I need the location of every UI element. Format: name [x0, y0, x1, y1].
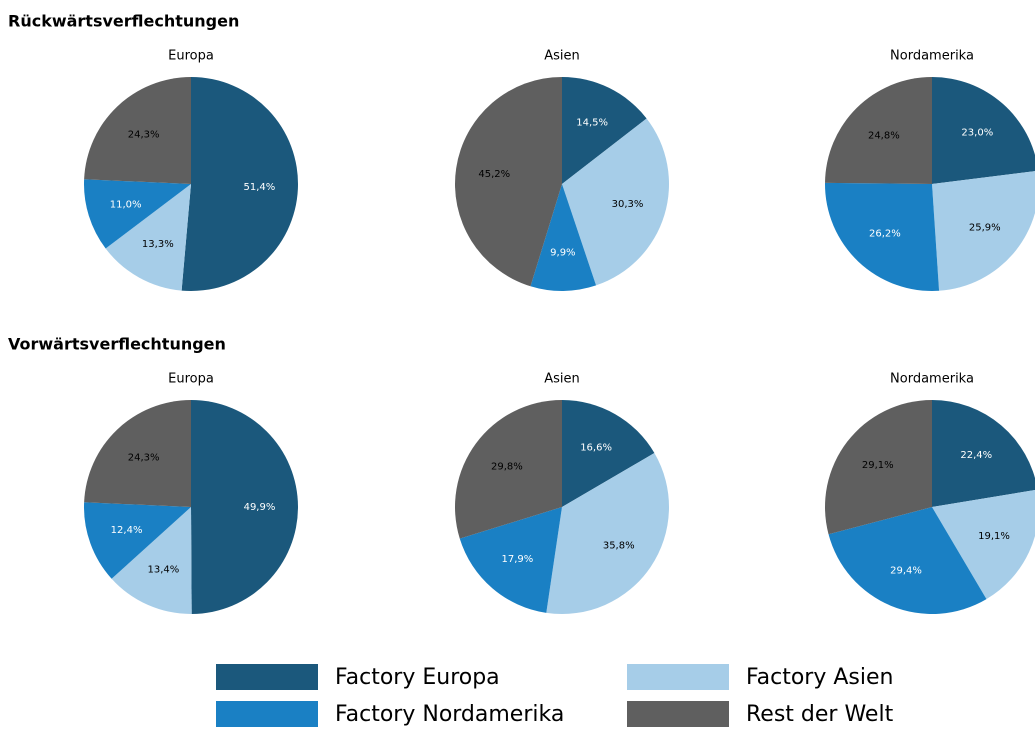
pie-slice — [84, 502, 191, 579]
pie-slice — [825, 77, 932, 184]
section-title: Vorwärtsverflechtungen — [8, 335, 226, 354]
data-label: 23,0% — [961, 128, 993, 139]
data-label: 29,4% — [890, 565, 922, 576]
chart-title: Asien — [544, 49, 580, 64]
data-label: 11,0% — [110, 199, 142, 210]
legend-swatch — [627, 701, 729, 727]
data-label: 29,8% — [491, 461, 523, 472]
data-label: 22,4% — [960, 450, 992, 461]
data-label: 12,4% — [111, 525, 143, 536]
data-label: 51,4% — [244, 182, 276, 193]
pie-slice — [932, 400, 1035, 507]
chart-title: Nordamerika — [890, 372, 974, 387]
data-label: 24,3% — [128, 453, 160, 464]
pie-slice — [825, 182, 940, 291]
pie-slice — [932, 77, 1035, 184]
data-label: 49,9% — [244, 502, 276, 513]
data-label: 45,2% — [478, 169, 510, 180]
legend-swatch — [216, 664, 318, 690]
chart-title: Europa — [168, 372, 214, 387]
data-label: 26,2% — [869, 229, 901, 240]
legend-label: Factory Asien — [746, 665, 893, 690]
chart-title: Nordamerika — [890, 49, 974, 64]
pie-slice — [546, 453, 669, 614]
chart-title: Asien — [544, 372, 580, 387]
pie-slice — [562, 400, 655, 507]
pie-slice — [932, 490, 1035, 600]
data-label: 17,9% — [502, 554, 534, 565]
pie-slice — [111, 507, 192, 614]
pie-slice — [825, 399, 932, 535]
pie-slice — [105, 184, 191, 291]
pie-slice — [828, 507, 987, 614]
legend-label: Factory Nordamerika — [335, 702, 564, 727]
chart-title: Europa — [168, 49, 214, 64]
pie-slice — [562, 77, 647, 184]
data-label: 29,1% — [862, 460, 894, 471]
legend-swatch — [216, 701, 318, 727]
data-label: 25,9% — [969, 223, 1001, 234]
legend-swatch — [627, 664, 729, 690]
pie-slice — [84, 77, 191, 184]
data-label: 16,6% — [580, 443, 612, 454]
pie-slice — [459, 507, 562, 613]
section-title: Rückwärtsverflechtungen — [8, 12, 239, 31]
pie-slice — [191, 400, 298, 614]
legend-label: Factory Europa — [335, 665, 500, 690]
data-label: 13,3% — [142, 239, 174, 250]
pie-slice — [455, 77, 562, 287]
data-label: 24,8% — [868, 130, 900, 141]
data-label: 24,3% — [128, 130, 160, 141]
data-label: 35,8% — [603, 540, 635, 551]
legend-label: Rest der Welt — [746, 702, 894, 727]
pie-slice — [932, 171, 1035, 291]
pie-slice — [455, 400, 562, 539]
pie-slice — [530, 184, 597, 291]
pie-slice — [84, 179, 191, 249]
pie-slice — [84, 400, 191, 507]
pie-slice — [181, 77, 298, 291]
data-label: 14,5% — [576, 118, 608, 129]
data-label: 9,9% — [550, 247, 575, 258]
data-label: 19,1% — [978, 531, 1010, 542]
pie-slice — [562, 118, 670, 286]
data-label: 30,3% — [612, 199, 644, 210]
data-label: 13,4% — [148, 565, 180, 576]
